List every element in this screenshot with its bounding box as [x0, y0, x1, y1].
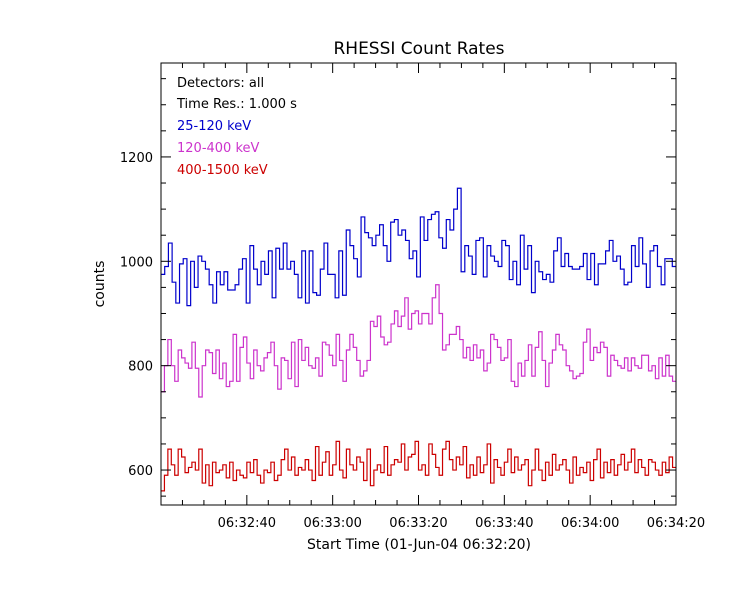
series-line-3: [161, 440, 676, 492]
ticks-group: 06:32:40 06:33:00 06:33:20 06:33:40 06:34:00…: [120, 63, 705, 531]
legend-series-1: 25-120 keV: [177, 119, 251, 134]
x-tick-label: 06:32:40: [218, 516, 276, 531]
legend-series-3: 400-1500 keV: [177, 163, 268, 178]
x-axis-label: Start Time (01-Jun-04 06:32:20): [307, 537, 531, 553]
legend-series-2: 120-400 keV: [177, 141, 260, 156]
y-tick-label: 1200: [120, 151, 153, 166]
x-tick-label: 06:34:20: [647, 516, 705, 531]
y-tick-label: 1000: [120, 255, 153, 270]
series-group: [161, 187, 676, 492]
annotation-time-res: Time Res.: 1.000 s: [176, 97, 297, 112]
y-tick-label: 600: [128, 464, 153, 479]
chart-title: RHESSI Count Rates: [333, 39, 504, 59]
x-tick-label: 06:34:00: [561, 516, 619, 531]
series-line-1: [161, 187, 676, 307]
y-axis-label: counts: [92, 261, 108, 308]
x-tick-label: 06:33:00: [303, 516, 361, 531]
series-line-2: [161, 284, 676, 398]
y-tick-label: 800: [128, 360, 153, 375]
x-tick-label: 06:33:20: [389, 516, 447, 531]
x-tick-label: 06:33:40: [475, 516, 533, 531]
annotation-detectors: Detectors: all: [177, 76, 264, 91]
